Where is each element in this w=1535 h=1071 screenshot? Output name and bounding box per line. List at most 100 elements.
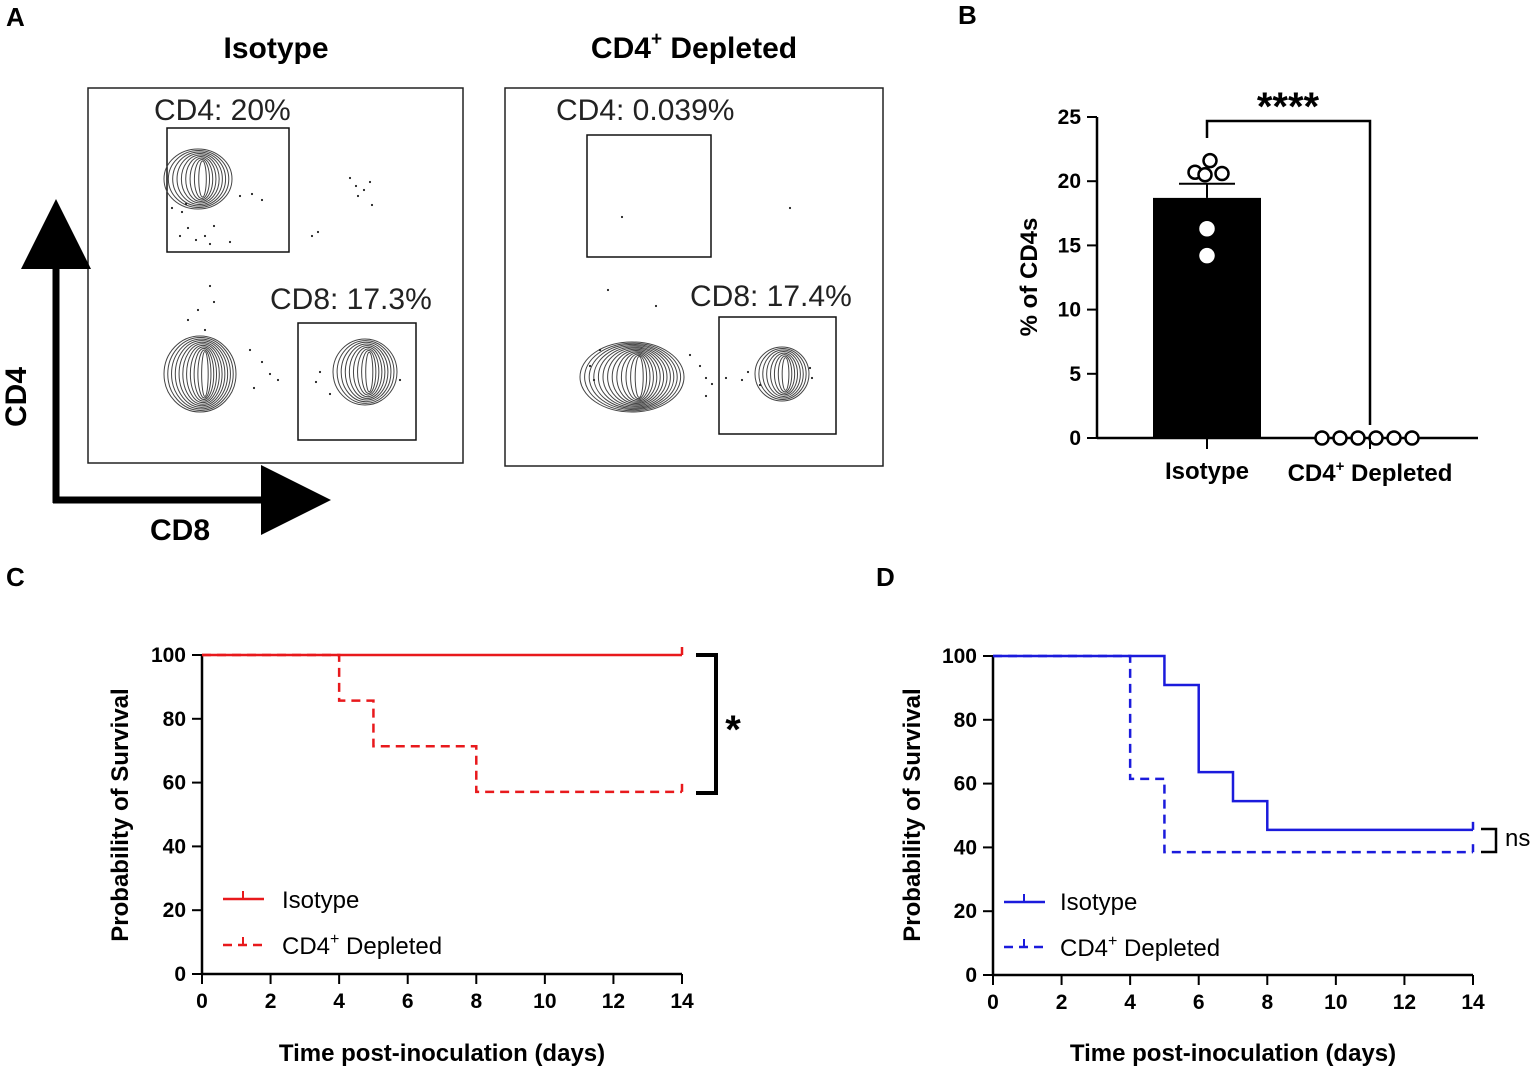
c-ytick-label: 100 (151, 644, 186, 667)
iso-cd4-contour-ring (163, 148, 233, 210)
d-xtick-label: 6 (1193, 991, 1205, 1014)
iso-event-dot (248, 348, 252, 352)
iso-dn-contour-ring (163, 335, 237, 413)
dep-event-dot (704, 376, 708, 380)
dep-dn-contour-ring (584, 342, 682, 412)
d-survival-line-depleted (993, 654, 1473, 854)
d-ytick-label: 100 (942, 645, 977, 668)
iso-event-dot (250, 192, 254, 196)
d-xtick-label: 12 (1393, 991, 1416, 1014)
b-point-isotype (1199, 220, 1215, 237)
b-category-depleted: CD4+ Depleted (1288, 458, 1453, 487)
d-legend-label-isotype: Isotype (1060, 889, 1137, 916)
iso-event-dot (180, 210, 184, 214)
iso-cd8-contour-ring (336, 340, 395, 404)
iso-dn-contour-ring (167, 337, 234, 411)
b-category-isotype: Isotype (1165, 458, 1249, 485)
iso-event-dot (208, 284, 212, 288)
contours-isotype (163, 148, 402, 413)
iso-event-dot (362, 188, 366, 192)
dep-cd8-contour-ring (762, 349, 804, 399)
iso-event-dot (370, 203, 374, 207)
b-category-depleted-sup: + (1336, 458, 1345, 475)
c-significance-bracket (696, 653, 718, 795)
panel-c: C 0 20 40 60 80 100 0 2 4 6 8 10 12 14 Time post-ino… (6, 562, 741, 1067)
dep-dn-contour-ring (634, 356, 644, 398)
d-xtick-label: 4 (1124, 991, 1136, 1014)
dep-event-dot (654, 304, 658, 308)
c-significance-star: * (725, 708, 741, 752)
iso-dn-contour-ring (174, 340, 229, 408)
iso-event-dot (196, 308, 200, 312)
dep-event-dot (788, 206, 792, 210)
iso-dn-contour-ring (197, 349, 212, 399)
iso-event-dot (170, 206, 174, 210)
dep-cd8-contour-ring (773, 354, 796, 394)
iso-event-dot (186, 226, 190, 230)
iso-cd4-contour-ring (193, 159, 211, 199)
b-point-isotype (1214, 165, 1230, 182)
dep-event-dot (620, 215, 624, 219)
d-survival-line-isotype (993, 654, 1473, 832)
cd4-axis-label: CD4 (0, 367, 33, 427)
iso-event-dot (328, 392, 332, 396)
dep-dn-contour-ring (588, 343, 678, 411)
b-y-axis-label: % of CD4s (1016, 218, 1043, 337)
b-point-depleted (1350, 430, 1366, 446)
iso-cd4-contour-ring (176, 153, 223, 205)
dep-event-dot (724, 376, 728, 380)
iso-event-dot (368, 180, 372, 184)
c-ytick-label: 80 (163, 708, 186, 731)
flow-title-depleted-sup: + (651, 29, 662, 50)
c-legend-depleted-main: CD4 (282, 933, 330, 960)
b-point-isotype (1197, 167, 1213, 183)
d-xtick-label: 14 (1461, 991, 1485, 1014)
c-xtick-label: 0 (196, 990, 208, 1013)
cd4-gate-label-isotype: CD4: 20% (154, 94, 291, 127)
iso-event-dot (354, 184, 358, 188)
b-point-depleted (1314, 430, 1330, 446)
b-category-depleted-rest: Depleted (1344, 460, 1452, 487)
dep-dn-contour-ring (625, 353, 651, 401)
d-legend-depleted-main: CD4 (1060, 935, 1108, 962)
iso-event-dot (314, 380, 318, 384)
d-ytick-label: 20 (954, 900, 977, 923)
b-ytick-label: 20 (1058, 170, 1081, 193)
cd8-gate-isotype (297, 322, 417, 441)
c-legend-label-depleted: CD4+ Depleted (282, 931, 442, 960)
c-ytick-label: 40 (163, 835, 186, 858)
b-point-depleted (1404, 430, 1420, 446)
d-legend-depleted-sup: + (1108, 933, 1117, 950)
b-ytick-label: 5 (1069, 363, 1081, 386)
contours-depleted (579, 206, 814, 413)
dep-event-dot (588, 364, 592, 368)
dep-event-dot (746, 370, 750, 374)
panel-label-d: D (876, 562, 895, 592)
panel-d: D 0 20 40 60 80 100 0 2 4 6 8 10 12 14 Time post-ino… (876, 562, 1530, 1067)
dep-dn-contour-ring (593, 345, 675, 409)
b-y-ticks: 0 5 10 15 20 25 (1058, 106, 1097, 450)
iso-event-dot (212, 300, 216, 304)
b-point-depleted (1368, 430, 1384, 446)
flow-title-isotype: Isotype (223, 32, 328, 65)
iso-event-dot (238, 194, 242, 198)
iso-event-dot (203, 328, 207, 332)
iso-event-dot (348, 176, 352, 180)
iso-dn-contour-ring (182, 343, 223, 405)
cd8-axis-label: CD8 (150, 514, 210, 547)
dep-cd8-contour-ring (781, 357, 790, 391)
iso-event-dot (208, 242, 212, 246)
dep-dn-contour-ring (620, 352, 654, 402)
d-y-ticks: 0 20 40 60 80 100 (942, 645, 993, 987)
iso-cd4-contour-ring (185, 156, 217, 202)
d-significance-bracket (1481, 827, 1498, 854)
c-ytick-label: 0 (174, 963, 186, 986)
d-y-axis-label: Probability of Survival (899, 688, 926, 941)
dep-cd8-contour-ring (770, 352, 799, 396)
d-xtick-label: 2 (1056, 991, 1068, 1014)
dep-event-dot (808, 366, 812, 370)
iso-cd4-contour-ring (198, 160, 207, 198)
c-survival-line-depleted (202, 653, 682, 794)
dep-event-dot (810, 376, 814, 380)
bar-isotype (1153, 197, 1261, 438)
